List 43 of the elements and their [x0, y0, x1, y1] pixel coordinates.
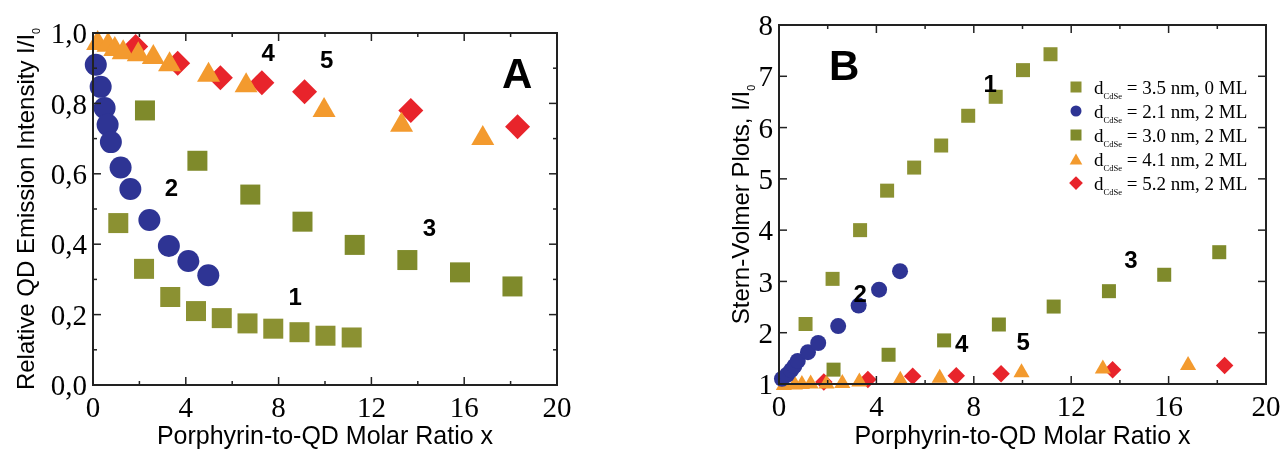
- annotation: 2: [164, 174, 179, 202]
- y-tick-label: 2: [758, 316, 773, 349]
- y-tick-label: 0,6: [50, 157, 87, 190]
- chart-title: A: [502, 50, 533, 97]
- y-tick-label: 6: [758, 111, 773, 144]
- annotation: 4: [955, 330, 970, 358]
- x-tick-label: 16: [449, 391, 479, 423]
- x-tick-label: 8: [966, 390, 982, 422]
- x-tick-label: 20: [542, 391, 572, 423]
- x-tick-label: 0: [85, 391, 101, 423]
- annotation: 1: [288, 283, 302, 311]
- x-axis-title: Porphyrin-to-QD Molar Ratio x: [156, 421, 494, 449]
- y-tick-label: 3: [758, 265, 773, 298]
- x-tick-label: 0: [771, 390, 787, 422]
- y-tick-label: 8: [758, 9, 773, 42]
- legend-label: d$_{CdSe}$ = 3.5 nm, 0 ML: [1094, 76, 1248, 101]
- x-tick-label: 4: [869, 390, 885, 422]
- x-tick-label: 12: [1056, 390, 1086, 422]
- chart-title: B: [829, 42, 860, 89]
- annotation: 3: [1124, 245, 1138, 273]
- x-tick-label: 8: [271, 391, 286, 423]
- annotation: 3: [422, 214, 437, 242]
- annotation: 4: [261, 39, 276, 67]
- legend-label: d$_{CdSe}$ = 2.1 nm, 2 ML: [1094, 100, 1248, 125]
- x-tick-label: 4: [178, 391, 194, 423]
- y-tick-label: 4: [758, 214, 774, 247]
- x-tick-label: 12: [356, 391, 386, 423]
- legend-label: d$_{CdSe}$ = 4.1 nm, 2 ML: [1094, 148, 1248, 173]
- x-tick-label: 20: [1251, 390, 1281, 422]
- x-axis-title: Porphyrin-to-QD Molar Ratio x: [854, 421, 1192, 449]
- y-tick-label: 1: [758, 368, 773, 401]
- legend-label: d$_{CdSe}$ = 5.2 nm, 2 ML: [1094, 172, 1248, 197]
- y-tick-label: 0,2: [50, 298, 87, 331]
- x-tick-label: 16: [1154, 390, 1184, 422]
- annotation: 5: [319, 46, 334, 74]
- y-tick-label: 0,4: [50, 228, 88, 261]
- y-tick-label: 5: [758, 163, 773, 196]
- y-tick-label: 0,0: [50, 369, 87, 402]
- legend-label: d$_{CdSe}$ = 3.0 nm, 2 ML: [1094, 124, 1248, 149]
- annotation: 5: [1016, 328, 1030, 356]
- y-tick-label: 0,8: [50, 87, 87, 120]
- y-tick-label: 7: [758, 60, 773, 93]
- y-tick-label: 1,0: [50, 17, 87, 50]
